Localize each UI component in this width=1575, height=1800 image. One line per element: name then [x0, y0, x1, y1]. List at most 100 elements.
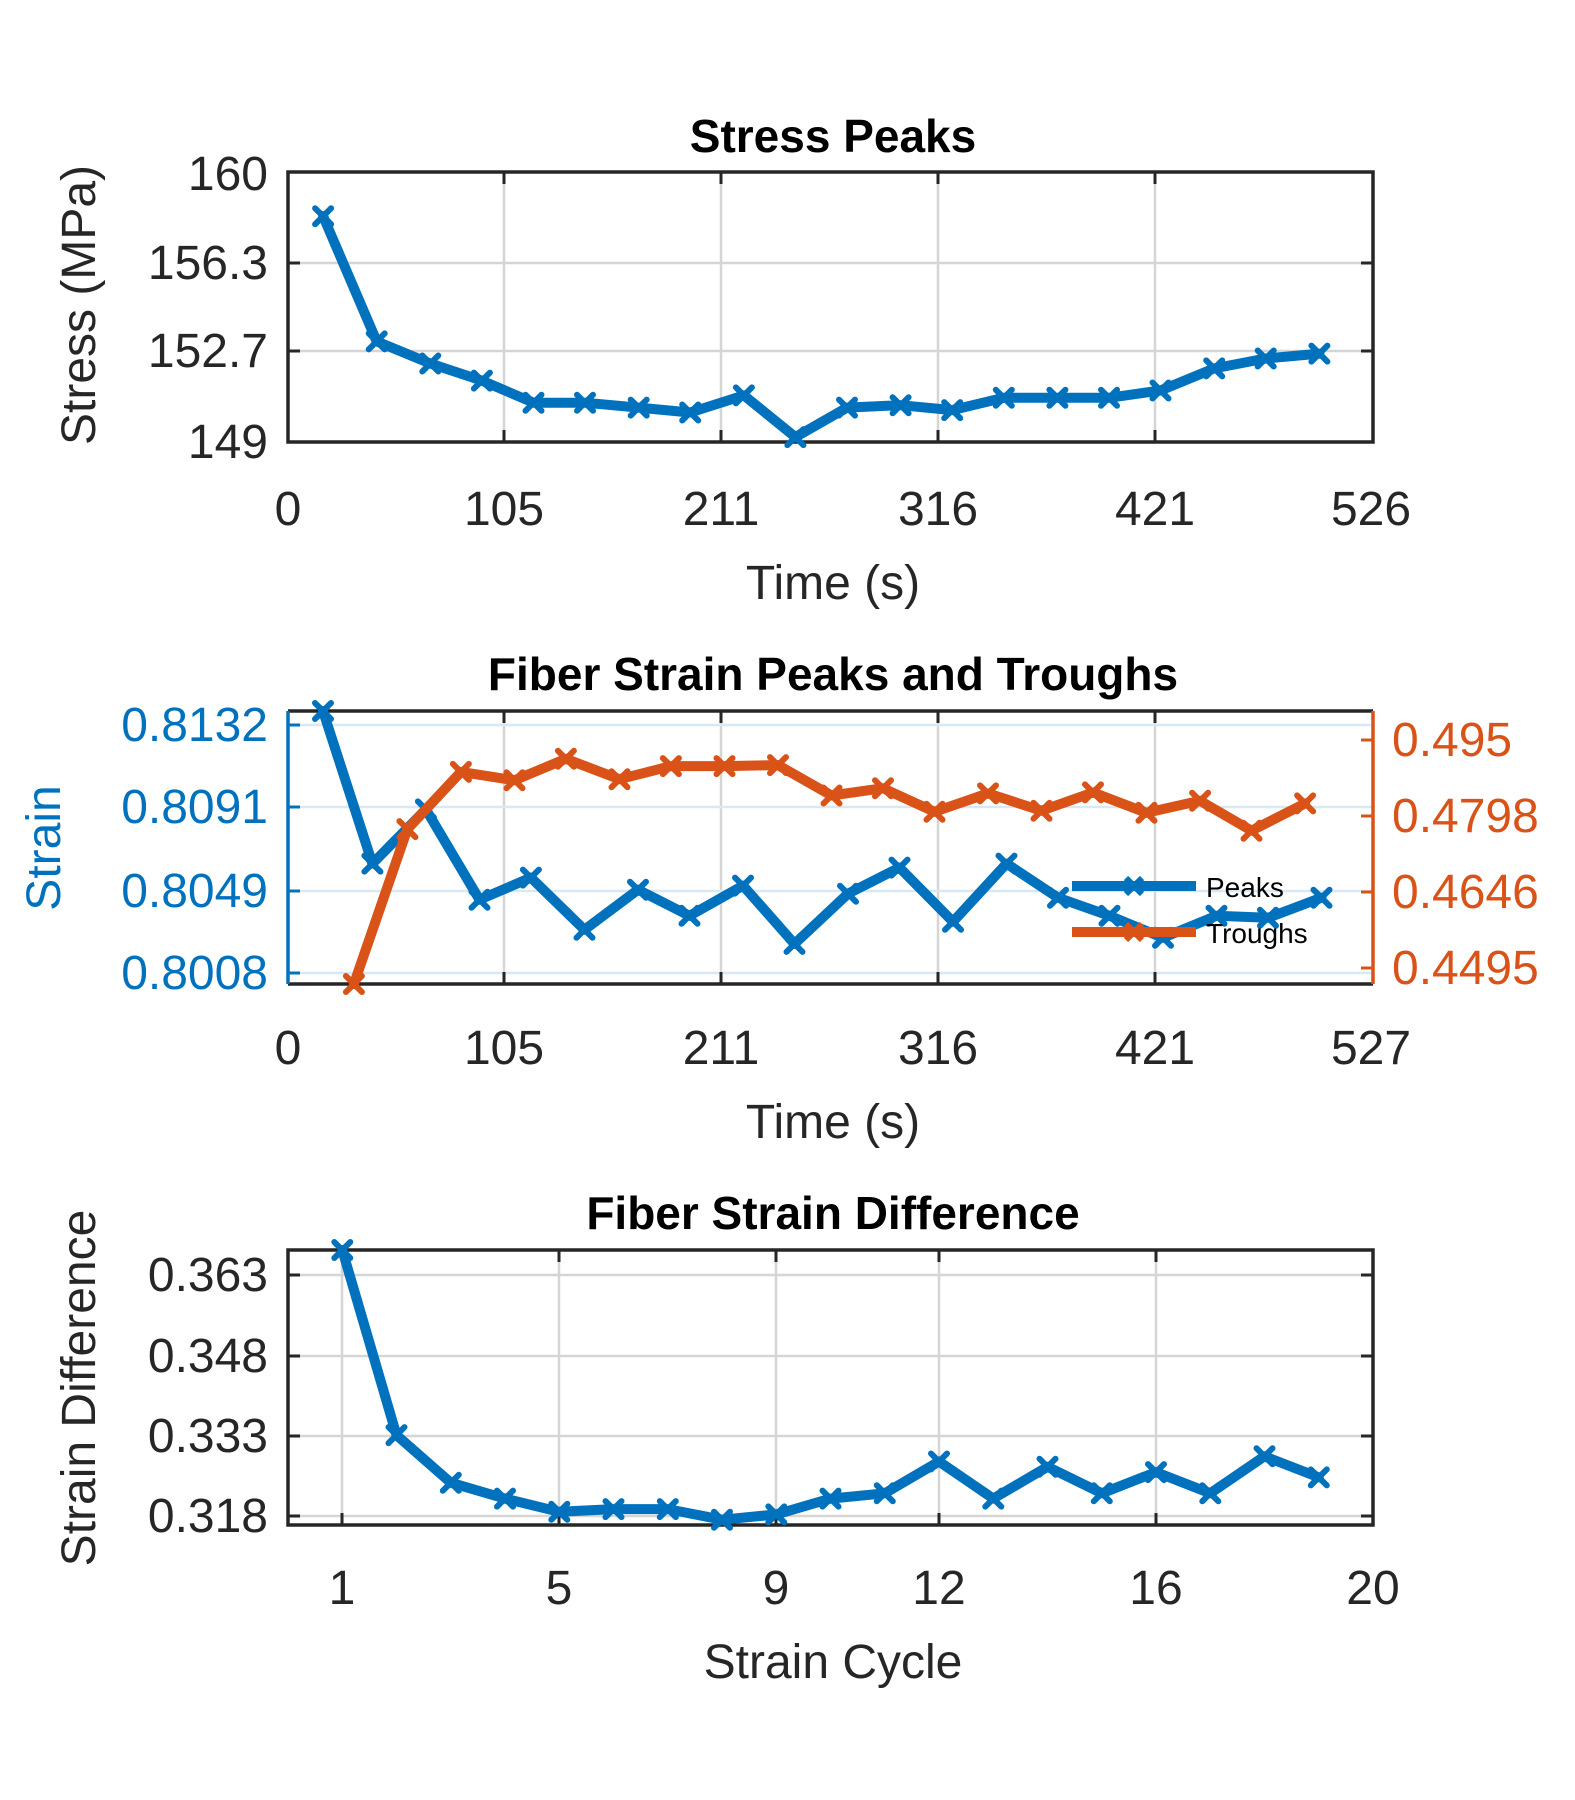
legend-peaks-label: Peaks — [1206, 872, 1284, 903]
legend-troughs-marker — [1123, 921, 1145, 943]
strain-difference-point — [1090, 1482, 1113, 1505]
strain-chart-title: Fiber Strain Peaks and Troughs — [488, 648, 1178, 700]
strain-peak-point — [783, 932, 806, 955]
strain-difference-point — [385, 1424, 408, 1447]
strain-peak-point — [519, 866, 542, 889]
stress-x-axis-label: Time (s) — [746, 557, 920, 610]
difference-x-tick-label: 20 — [1346, 1562, 1399, 1615]
difference-y-tick-label: 0.363 — [148, 1249, 268, 1302]
stress-peak-point — [1149, 379, 1172, 402]
strain-difference-point — [602, 1498, 625, 1521]
strain-right-tick-labels: 0.4495 0.4646 0.4798 0.495 — [1392, 714, 1539, 995]
strain-trough-point — [1240, 819, 1263, 842]
difference-x-tick-label: 1 — [329, 1562, 356, 1615]
strain-difference-point — [711, 1508, 733, 1531]
strain-y2-tick-label: 0.4495 — [1392, 942, 1539, 995]
strain-peak-point — [837, 882, 859, 905]
strain-peak-point — [468, 888, 491, 911]
difference-x-tick-label: 9 — [763, 1562, 790, 1615]
strain-peak-point — [732, 874, 754, 897]
strain-difference-point — [873, 1482, 896, 1505]
stress-y-tick-label: 152.7 — [148, 325, 268, 378]
strain-y-tick-label: 0.8049 — [121, 865, 268, 918]
stress-y-tick-label: 156.3 — [148, 237, 268, 290]
strain-peak-point — [573, 918, 596, 941]
strain-difference-point — [656, 1498, 679, 1521]
strain-difference-point — [331, 1239, 354, 1261]
stress-x-tick-label: 316 — [898, 483, 978, 536]
stress-x-tick-label: 211 — [683, 483, 760, 536]
strain-y2-tick-label: 0.4646 — [1392, 866, 1539, 919]
strain-difference-line — [337, 1245, 1324, 1525]
strain-difference-point — [1199, 1482, 1222, 1505]
stress-peak-point — [941, 399, 964, 422]
strain-x-tick-label: 105 — [464, 1022, 544, 1075]
strain-trough-point — [554, 747, 577, 770]
strain-trough-point — [1030, 799, 1053, 822]
strain-difference-point — [494, 1487, 516, 1510]
stress-peak-point — [365, 330, 388, 353]
strain-peak-point — [942, 910, 964, 933]
strain-difference-point — [982, 1487, 1005, 1510]
strain-x-tick-label: 0 — [275, 1022, 302, 1075]
stress-chart-title: Stress Peaks — [690, 110, 976, 162]
strain-y2-tick-label: 0.495 — [1392, 714, 1512, 767]
stress-peak-point — [627, 396, 650, 419]
strain-trough-point — [1189, 789, 1212, 812]
stress-peak-point — [732, 384, 755, 407]
strain-peak-point — [995, 852, 1018, 875]
strain-y-tick-label: 0.8132 — [121, 699, 268, 752]
strain-trough-point — [608, 768, 631, 791]
strain-y-tick-label: 0.8008 — [121, 947, 268, 1000]
strain-x-tick-label: 527 — [1331, 1022, 1411, 1075]
stress-peak-point — [1098, 386, 1120, 409]
strain-x-tick-label: 421 — [1115, 1022, 1195, 1075]
strain-peak-point — [312, 700, 334, 722]
stress-peak-point — [1254, 347, 1277, 370]
strain-y2-tick-label: 0.4798 — [1392, 790, 1539, 843]
strain-y-tick-label: 0.8091 — [121, 781, 268, 834]
difference-x-tick-label: 12 — [912, 1562, 965, 1615]
difference-y-tick-label: 0.318 — [148, 1490, 268, 1543]
stress-axis-ticks — [288, 172, 1373, 442]
difference-plot-frame — [286, 1248, 1375, 1527]
strain-trough-point — [503, 769, 526, 792]
strain-peak-point — [678, 904, 701, 927]
strain-peak-point — [1310, 886, 1333, 909]
difference-axis-ticks — [288, 1250, 1373, 1525]
strain-trough-point — [767, 754, 789, 777]
strain-peak-point — [627, 878, 649, 901]
stress-peak-point — [1308, 342, 1331, 365]
strain-difference-point — [548, 1500, 571, 1523]
stress-peak-point — [1046, 386, 1069, 409]
strain-x-axis-label: Time (s) — [746, 1096, 920, 1149]
strain-trough-point — [396, 818, 419, 841]
stress-y-tick-labels: 149 152.7 156.3 160 — [148, 148, 268, 469]
strain-trough-point — [977, 782, 999, 805]
strain-peak-point — [888, 856, 911, 879]
difference-grid — [288, 1250, 1373, 1525]
strain-x-tick-label: 316 — [898, 1022, 978, 1075]
strain-difference-point — [928, 1450, 950, 1473]
strain-peaks-troughs-panel: Fiber Strain Peaks and Troughs — [18, 648, 1539, 1149]
stress-x-tick-labels: 0 105 211 316 421 526 — [275, 483, 1411, 536]
legend-troughs-label: Troughs — [1206, 918, 1308, 949]
strain-difference-point — [1253, 1445, 1276, 1468]
difference-y-tick-label: 0.333 — [148, 1410, 268, 1463]
strain-difference-point — [1145, 1461, 1167, 1484]
difference-x-axis-label: Strain Cycle — [704, 1636, 963, 1689]
stress-y-axis-label: Stress (MPa) — [53, 165, 106, 445]
strain-troughs-series — [342, 747, 1317, 995]
stress-peak-point — [312, 205, 335, 228]
stress-peak-point — [889, 394, 912, 417]
stress-x-tick-label: 105 — [464, 483, 544, 536]
difference-chart-title: Fiber Strain Difference — [586, 1187, 1079, 1239]
strain-difference-point — [1307, 1466, 1330, 1489]
stress-y-tick-label: 149 — [188, 416, 268, 469]
strain-peak-point — [361, 852, 384, 875]
stress-peak-point — [470, 369, 493, 392]
strain-trough-point — [659, 755, 682, 778]
strain-peak-point — [1098, 904, 1121, 927]
strain-peak-point — [1257, 906, 1279, 929]
